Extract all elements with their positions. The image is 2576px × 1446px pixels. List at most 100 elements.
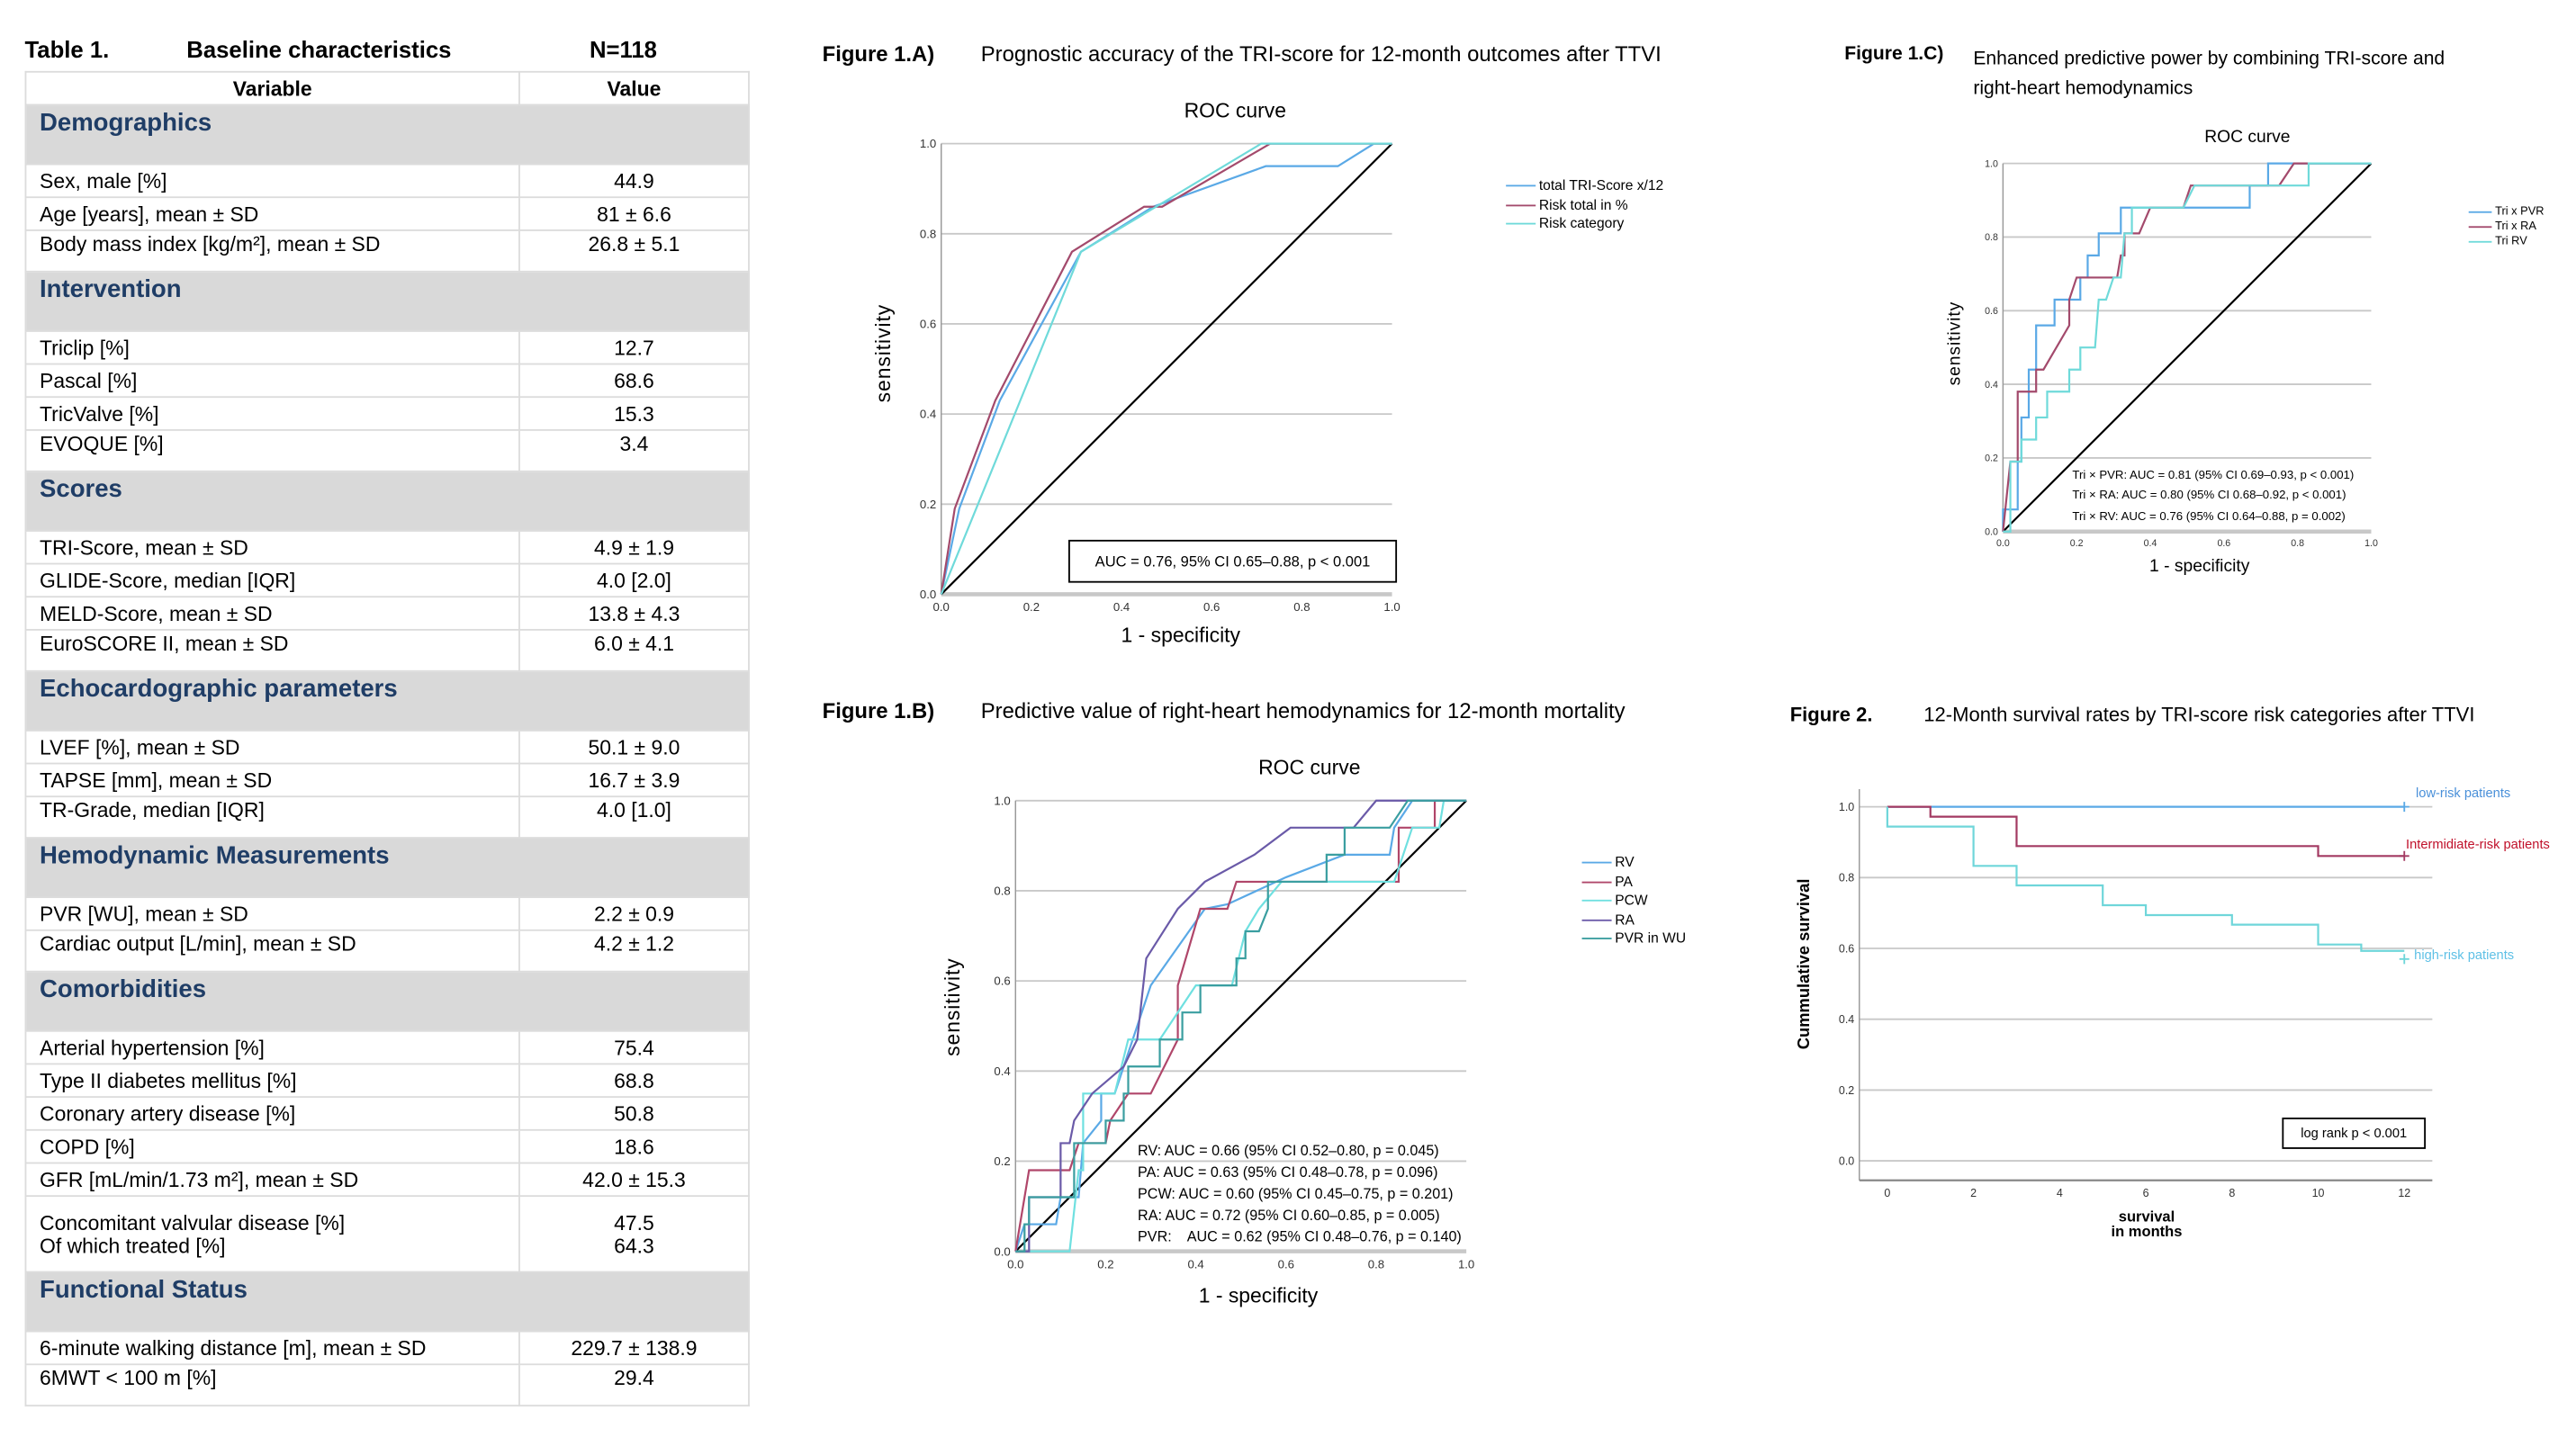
variable-cell: TAPSE [mm], mean ± SD (24, 762, 520, 798)
variable-cell: Coronary artery disease [%] (24, 1096, 520, 1131)
x-tick-label: 0.4 (1113, 600, 1130, 614)
series-label-low-risk: low-risk patients (2416, 786, 2511, 801)
section-row: Functional Status (24, 1271, 750, 1333)
table-row: TAPSE [mm], mean ± SD 16.7 ± 3.9 (24, 762, 750, 798)
table-row: GLIDE-Score, median [IQR] 4.0 [2.0] (24, 562, 750, 598)
x-tick-label: 10 (2312, 1187, 2325, 1199)
figure-1b-roc-title: ROC curve (1258, 756, 1361, 779)
legend-item: RV (1581, 853, 1687, 872)
value-cell: 29.4 (518, 1363, 750, 1407)
figure-1a-roc-title: ROC curve (1184, 99, 1286, 122)
y-tick-label: 1.0 (920, 137, 936, 150)
value-cell: 16.7 ± 3.9 (518, 762, 750, 798)
section-row: Echocardographic parameters (24, 669, 750, 732)
figure-2-logrank-box: log rank p < 0.001 (2282, 1118, 2427, 1149)
value-cell: 229.7 ± 138.9 (518, 1330, 750, 1366)
x-tick-label: 0.4 (2144, 538, 2157, 549)
table-row: MELD-Score, mean ± SD 13.8 ± 4.3 (24, 596, 750, 631)
section-row: Comorbidities (24, 970, 750, 1032)
legend-label: Tri x PVR (2495, 206, 2544, 219)
auc-line: Tri × RA: AUC = 0.80 (95% CI 0.68–0.92, … (2072, 487, 2346, 503)
value-cell: 81 ± 6.6 (518, 196, 750, 231)
figure-1a-legend: total TRI-Score x/12 Risk total in % Ris… (1506, 176, 1663, 233)
variable-cell: COPD [%] (24, 1128, 520, 1164)
figure-1b-label: Figure 1.B) (822, 698, 935, 723)
y-tick-label: 0.0 (1839, 1154, 1854, 1167)
section-title: Scores (24, 470, 750, 532)
x-tick-label: 0.6 (1203, 600, 1220, 614)
legend-swatch (1581, 900, 1612, 903)
legend-item: total TRI-Score x/12 (1506, 176, 1663, 195)
y-tick-label: 0.0 (994, 1244, 1010, 1258)
legend-swatch (2468, 226, 2492, 229)
value-cell: 12.7 (518, 329, 750, 365)
variable-cell: EVOQUE [%] (24, 428, 520, 472)
y-tick-label: 0.8 (920, 227, 936, 240)
legend-swatch (2468, 240, 2492, 243)
x-tick-label: 0.2 (1023, 600, 1040, 614)
x-tick-label: 0 (1884, 1187, 1890, 1199)
value-cell: 4.2 ± 1.2 (518, 929, 750, 973)
legend-label: total TRI-Score x/12 (1538, 176, 1664, 193)
x-tick-label: 0.6 (1278, 1257, 1294, 1271)
x-tick-label: 0.8 (1293, 600, 1310, 614)
table-row: Type II diabetes mellitus [%] 68.8 (24, 1063, 750, 1099)
variable-cell: GFR [mL/min/1.73 m²], mean ± SD (24, 1162, 520, 1198)
variable-cell: 6MWT < 100 m [%] (24, 1363, 520, 1407)
legend-item: PA (1581, 873, 1687, 892)
value-cell: 50.1 ± 9.0 (518, 729, 750, 765)
variable-cell: Sex, male [%] (24, 163, 520, 199)
figure-1c-xlabel: 1 - specificity (2149, 556, 2250, 577)
value-cell: 4.9 ± 1.9 (518, 529, 750, 565)
legend-label: PVR in WU (1615, 929, 1687, 947)
title-line: right-heart hemodynamics (1973, 79, 2193, 100)
section-row: Intervention (24, 270, 750, 332)
table-row: Age [years], mean ± SD 81 ± 6.6 (24, 196, 750, 231)
variable-cell: EuroSCORE II, mean ± SD (24, 628, 520, 672)
y-tick-label: 0.2 (1839, 1084, 1854, 1097)
table-row: Sex, male [%] 44.9 (24, 163, 750, 199)
variable-cell: Cardiac output [L/min], mean ± SD (24, 929, 520, 973)
y-tick-label: 0.0 (920, 588, 936, 601)
x-tick-label: 4 (2057, 1187, 2063, 1199)
variable-cell: 6-minute walking distance [m], mean ± SD (24, 1330, 520, 1366)
table-row: GFR [mL/min/1.73 m²], mean ± SD 42.0 ± 15… (24, 1162, 750, 1198)
x-tick-label: 0.4 (1187, 1257, 1203, 1271)
value-cell: 4.0 [1.0] (518, 795, 750, 839)
xlabel-line: in months (2111, 1223, 2183, 1240)
xlabel-line: survival (2118, 1208, 2175, 1226)
series-line-intermidiate-risk-patients (1887, 805, 2405, 858)
section-title: Demographics (24, 103, 750, 166)
legend-swatch (1506, 184, 1536, 188)
value-cell: 26.8 ± 5.1 (518, 229, 750, 273)
y-tick-label: 0.6 (920, 318, 936, 331)
figure-1c-title: Enhanced predictive power by combining T… (1973, 45, 2445, 104)
y-tick-label: 0.4 (1839, 1013, 1854, 1026)
legend-swatch (1506, 222, 1536, 226)
variable-cell: Age [years], mean ± SD (24, 196, 520, 231)
series-line-risk-category (940, 142, 1392, 595)
figure-1b-title: Predictive value of right-heart hemodyna… (980, 698, 1626, 723)
value-cell: 47.5 64.3 (518, 1195, 750, 1273)
y-tick-label: 0.4 (994, 1064, 1010, 1078)
table-row: EuroSCORE II, mean ± SD 6.0 ± 4.1 (24, 628, 750, 672)
table-row: 6MWT < 100 m [%] 29.4 (24, 1363, 750, 1407)
figure-1b-auc-text: RV: AUC = 0.66 (95% CI 0.52–0.80, p = 0.… (1138, 1141, 1462, 1248)
table-title: Baseline characteristics (186, 36, 452, 63)
table-row: TricValve [%] 15.3 (24, 396, 750, 431)
auc-text: AUC = 0.76, 95% CI 0.65–0.88, p < 0.001 (1094, 552, 1371, 570)
y-tick-label: 0.2 (920, 498, 936, 511)
legend-label: Tri RV (2495, 236, 2527, 248)
value-line: 64.3 (614, 1235, 654, 1258)
table-row: Concomitant valvular disease [%] Of which… (24, 1195, 750, 1273)
table-row: COPD [%] 18.6 (24, 1128, 750, 1164)
figure-2-label: Figure 2. (1789, 703, 1873, 727)
variable-cell: Concomitant valvular disease [%] Of which… (24, 1195, 520, 1273)
legend-swatch (1581, 861, 1612, 865)
y-tick-label: 0.8 (1985, 232, 1998, 243)
column-header-value: Value (518, 70, 750, 106)
table-header-row: Variable Value (24, 70, 750, 106)
figure-1c-label: Figure 1.C) (1844, 44, 1944, 65)
y-tick-label: 0.6 (994, 974, 1010, 988)
value-cell: 13.8 ± 4.3 (518, 596, 750, 631)
